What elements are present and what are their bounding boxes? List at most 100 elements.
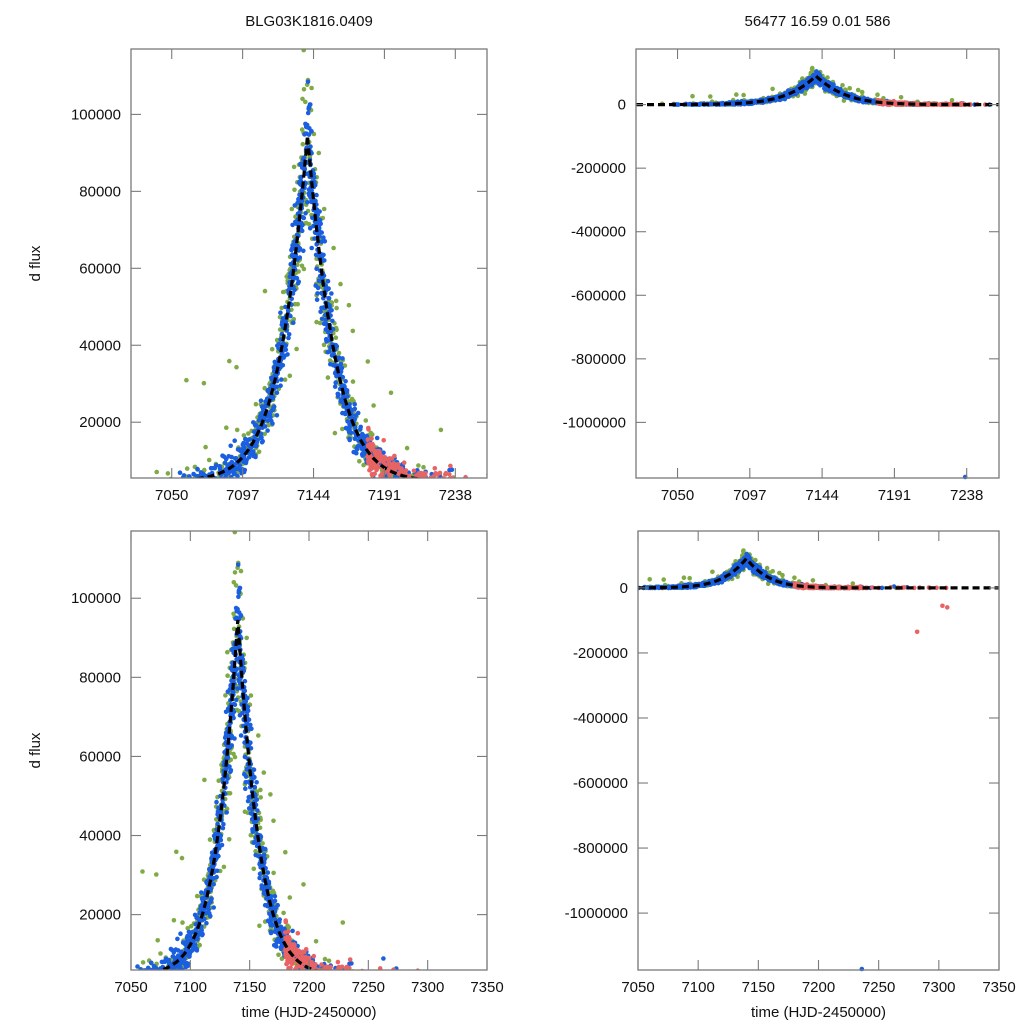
data-point [398, 480, 403, 485]
data-point [291, 164, 297, 170]
data-point [782, 96, 788, 102]
data-point [274, 384, 280, 390]
data-point [201, 480, 206, 485]
data-point [412, 480, 417, 485]
data-point [283, 319, 289, 325]
data-point [237, 585, 242, 591]
data-point [420, 480, 425, 485]
data-point [312, 198, 318, 203]
data-point [355, 973, 360, 978]
data-point [276, 952, 281, 958]
data-point [215, 478, 220, 483]
data-point [167, 480, 172, 485]
data-point [326, 974, 331, 979]
data-point [310, 974, 315, 979]
data-point [397, 480, 402, 485]
data-point [351, 973, 356, 978]
data-point [248, 832, 254, 838]
data-point [250, 451, 255, 457]
data-point [140, 972, 145, 977]
data-point [247, 765, 252, 770]
data-point [830, 83, 835, 89]
y-tick-label: 20000 [79, 414, 121, 431]
data-point [319, 305, 324, 311]
data-point [301, 266, 307, 272]
data-point [243, 774, 249, 779]
data-point [166, 957, 171, 963]
data-point [1019, 102, 1024, 107]
data-point [243, 779, 248, 785]
data-point [346, 974, 351, 979]
data-point [322, 956, 328, 962]
data-point [242, 754, 248, 760]
data-point [347, 422, 352, 427]
data-point [283, 849, 288, 855]
data-point [334, 305, 339, 311]
data-point [416, 479, 421, 484]
data-point [286, 308, 291, 314]
data-point [365, 437, 371, 442]
data-point [138, 967, 143, 970]
data-point [256, 449, 262, 455]
data-point [332, 384, 338, 389]
data-point [414, 480, 419, 485]
data-point [153, 974, 158, 979]
data-point [214, 799, 219, 805]
data-point [338, 974, 343, 979]
data-point [427, 480, 432, 485]
data-point [249, 817, 255, 822]
data-point [329, 974, 334, 979]
data-point [342, 970, 347, 975]
data-point [371, 403, 376, 408]
data-point [339, 365, 345, 371]
data-point [430, 480, 435, 485]
data-point [305, 79, 311, 85]
data-point [416, 478, 421, 483]
data-point [325, 375, 331, 380]
data-point [317, 974, 322, 979]
data-point [200, 898, 206, 904]
data-point [420, 480, 425, 485]
data-point [126, 965, 131, 970]
data-point [319, 962, 324, 967]
data-point [228, 443, 233, 449]
data-point [152, 972, 157, 977]
plot-area [636, 65, 1024, 107]
data-point [191, 480, 196, 485]
data-point [173, 971, 178, 976]
data-point [341, 973, 346, 978]
data-point [166, 479, 171, 484]
data-point [734, 92, 739, 97]
data-point [300, 215, 306, 220]
data-point [366, 425, 371, 431]
data-point [493, 480, 498, 485]
data-point [235, 473, 240, 478]
data-point [223, 474, 228, 478]
data-point [446, 480, 451, 485]
data-point [365, 359, 371, 364]
data-point [828, 88, 834, 94]
data-point [354, 974, 359, 979]
data-point [507, 472, 512, 477]
x-tick-label: 7144 [805, 487, 838, 504]
data-point [415, 480, 420, 485]
y-tick-label: -400000 [571, 224, 626, 241]
data-point [188, 476, 193, 478]
data-point [199, 890, 204, 895]
data-point [317, 974, 322, 979]
data-point [295, 930, 301, 936]
data-point [332, 974, 337, 979]
data-point [232, 531, 238, 535]
data-point [220, 825, 226, 831]
data-point [311, 974, 316, 979]
data-point [165, 972, 170, 977]
data-point [301, 882, 306, 887]
data-point [374, 435, 380, 441]
data-point [321, 206, 327, 212]
data-point [319, 290, 324, 296]
x-tick-label: 7191 [878, 487, 911, 504]
data-point [290, 253, 296, 259]
data-point [279, 377, 284, 382]
data-point [224, 480, 229, 485]
data-point [421, 464, 426, 470]
